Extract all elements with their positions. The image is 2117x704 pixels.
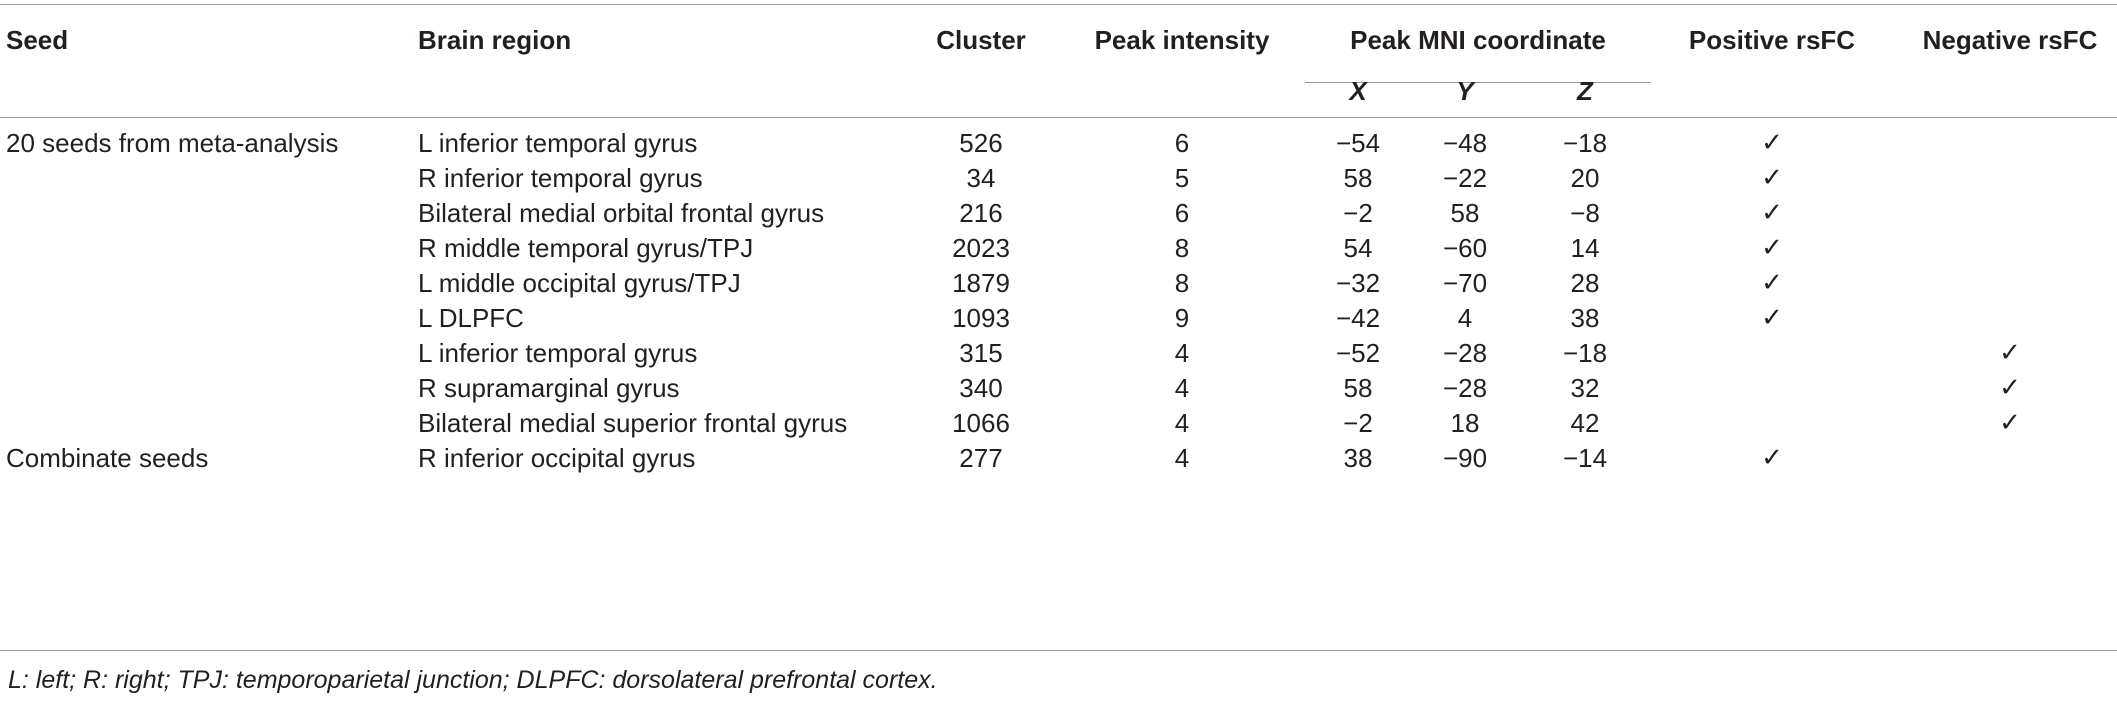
cell-z: 38 — [1570, 303, 1600, 333]
header-bottom-rule — [0, 117, 2117, 118]
cell-x: 58 — [1343, 373, 1373, 403]
cell-y: 4 — [1457, 303, 1473, 333]
table-top-rule — [0, 4, 2117, 5]
cell-seed: Combinate seeds — [6, 443, 209, 473]
cell-negative-check: ✓ — [1999, 373, 2021, 403]
header-y: Y — [1456, 76, 1474, 106]
cell-x: −54 — [1335, 128, 1381, 158]
cell-y: −70 — [1442, 268, 1488, 298]
cell-brain-region: L inferior temporal gyrus — [418, 128, 698, 158]
cell-cluster: 315 — [959, 338, 1003, 368]
cell-z: 42 — [1570, 408, 1600, 438]
cell-positive-check: ✓ — [1761, 233, 1783, 263]
cell-cluster: 216 — [959, 198, 1003, 228]
cell-y: −28 — [1442, 338, 1488, 368]
cell-y: −60 — [1442, 233, 1488, 263]
cell-cluster: 34 — [966, 163, 996, 193]
cell-brain-region: Bilateral medial orbital frontal gyrus — [418, 198, 825, 228]
cell-peak-intensity: 4 — [1174, 338, 1190, 368]
cell-peak-intensity: 8 — [1174, 268, 1190, 298]
cell-brain-region: Bilateral medial superior frontal gyrus — [418, 408, 848, 438]
cell-negative-check: ✓ — [1999, 338, 2021, 368]
header-cluster: Cluster — [936, 25, 1026, 55]
cell-peak-intensity: 8 — [1174, 233, 1190, 263]
cell-negative-check: ✓ — [1999, 408, 2021, 438]
cell-peak-intensity: 4 — [1174, 408, 1190, 438]
cell-cluster: 1879 — [952, 268, 1010, 298]
cell-brain-region: L DLPFC — [418, 303, 524, 333]
cell-x: 58 — [1343, 163, 1373, 193]
cell-positive-check: ✓ — [1761, 268, 1783, 298]
cell-z: −18 — [1562, 338, 1608, 368]
cell-x: −2 — [1343, 408, 1373, 438]
header-seed: Seed — [6, 25, 69, 55]
cell-cluster: 1066 — [952, 408, 1010, 438]
cell-z: −18 — [1562, 128, 1608, 158]
cell-positive-check: ✓ — [1761, 443, 1783, 473]
cell-brain-region: R supramarginal gyrus — [418, 373, 680, 403]
header-positive-rsfc: Positive rsFC — [1688, 25, 1856, 55]
cell-cluster: 340 — [959, 373, 1003, 403]
cell-peak-intensity: 5 — [1174, 163, 1190, 193]
cell-x: 38 — [1343, 443, 1373, 473]
header-peak-mni: Peak MNI coordinate — [1350, 25, 1606, 55]
header-x: X — [1349, 76, 1367, 106]
cell-peak-intensity: 9 — [1174, 303, 1190, 333]
cell-brain-region: L middle occipital gyrus/TPJ — [418, 268, 741, 298]
cell-y: −22 — [1442, 163, 1488, 193]
header-negative-rsfc: Negative rsFC — [1922, 25, 2098, 55]
cell-brain-region: R inferior temporal gyrus — [418, 163, 703, 193]
cell-positive-check: ✓ — [1761, 163, 1783, 193]
cell-y: −48 — [1442, 128, 1488, 158]
cell-positive-check: ✓ — [1761, 198, 1783, 228]
cell-cluster: 277 — [959, 443, 1003, 473]
cell-peak-intensity: 6 — [1174, 198, 1190, 228]
mni-group-rule — [1305, 82, 1651, 83]
cell-brain-region: R middle temporal gyrus/TPJ — [418, 233, 754, 263]
cell-peak-intensity: 4 — [1174, 373, 1190, 403]
cell-x: −52 — [1335, 338, 1381, 368]
table-footnote: L: left; R: right; TPJ: temporoparietal … — [8, 666, 938, 694]
cell-x: −32 — [1335, 268, 1381, 298]
cell-z: −8 — [1570, 198, 1600, 228]
cell-z: 20 — [1570, 163, 1600, 193]
header-z: Z — [1577, 76, 1593, 106]
cell-z: 14 — [1570, 233, 1600, 263]
cell-brain-region: L inferior temporal gyrus — [418, 338, 698, 368]
cell-positive-check: ✓ — [1761, 128, 1783, 158]
cell-cluster: 2023 — [952, 233, 1010, 263]
cell-brain-region: R inferior occipital gyrus — [418, 443, 696, 473]
cell-seed: 20 seeds from meta-analysis — [6, 128, 339, 158]
cell-z: 28 — [1570, 268, 1600, 298]
cell-z: 32 — [1570, 373, 1600, 403]
cell-positive-check: ✓ — [1761, 303, 1783, 333]
cell-y: −28 — [1442, 373, 1488, 403]
cell-peak-intensity: 4 — [1174, 443, 1190, 473]
header-peak-intensity: Peak intensity — [1094, 25, 1270, 55]
cell-peak-intensity: 6 — [1174, 128, 1190, 158]
cell-y: 18 — [1450, 408, 1480, 438]
cell-z: −14 — [1562, 443, 1608, 473]
header-brain-region: Brain region — [418, 25, 572, 55]
cell-y: 58 — [1450, 198, 1480, 228]
cell-x: −42 — [1335, 303, 1381, 333]
cell-y: −90 — [1442, 443, 1488, 473]
cell-x: −2 — [1343, 198, 1373, 228]
cell-x: 54 — [1343, 233, 1373, 263]
cell-cluster: 1093 — [952, 303, 1010, 333]
table-bottom-rule — [0, 650, 2117, 651]
cell-cluster: 526 — [959, 128, 1003, 158]
